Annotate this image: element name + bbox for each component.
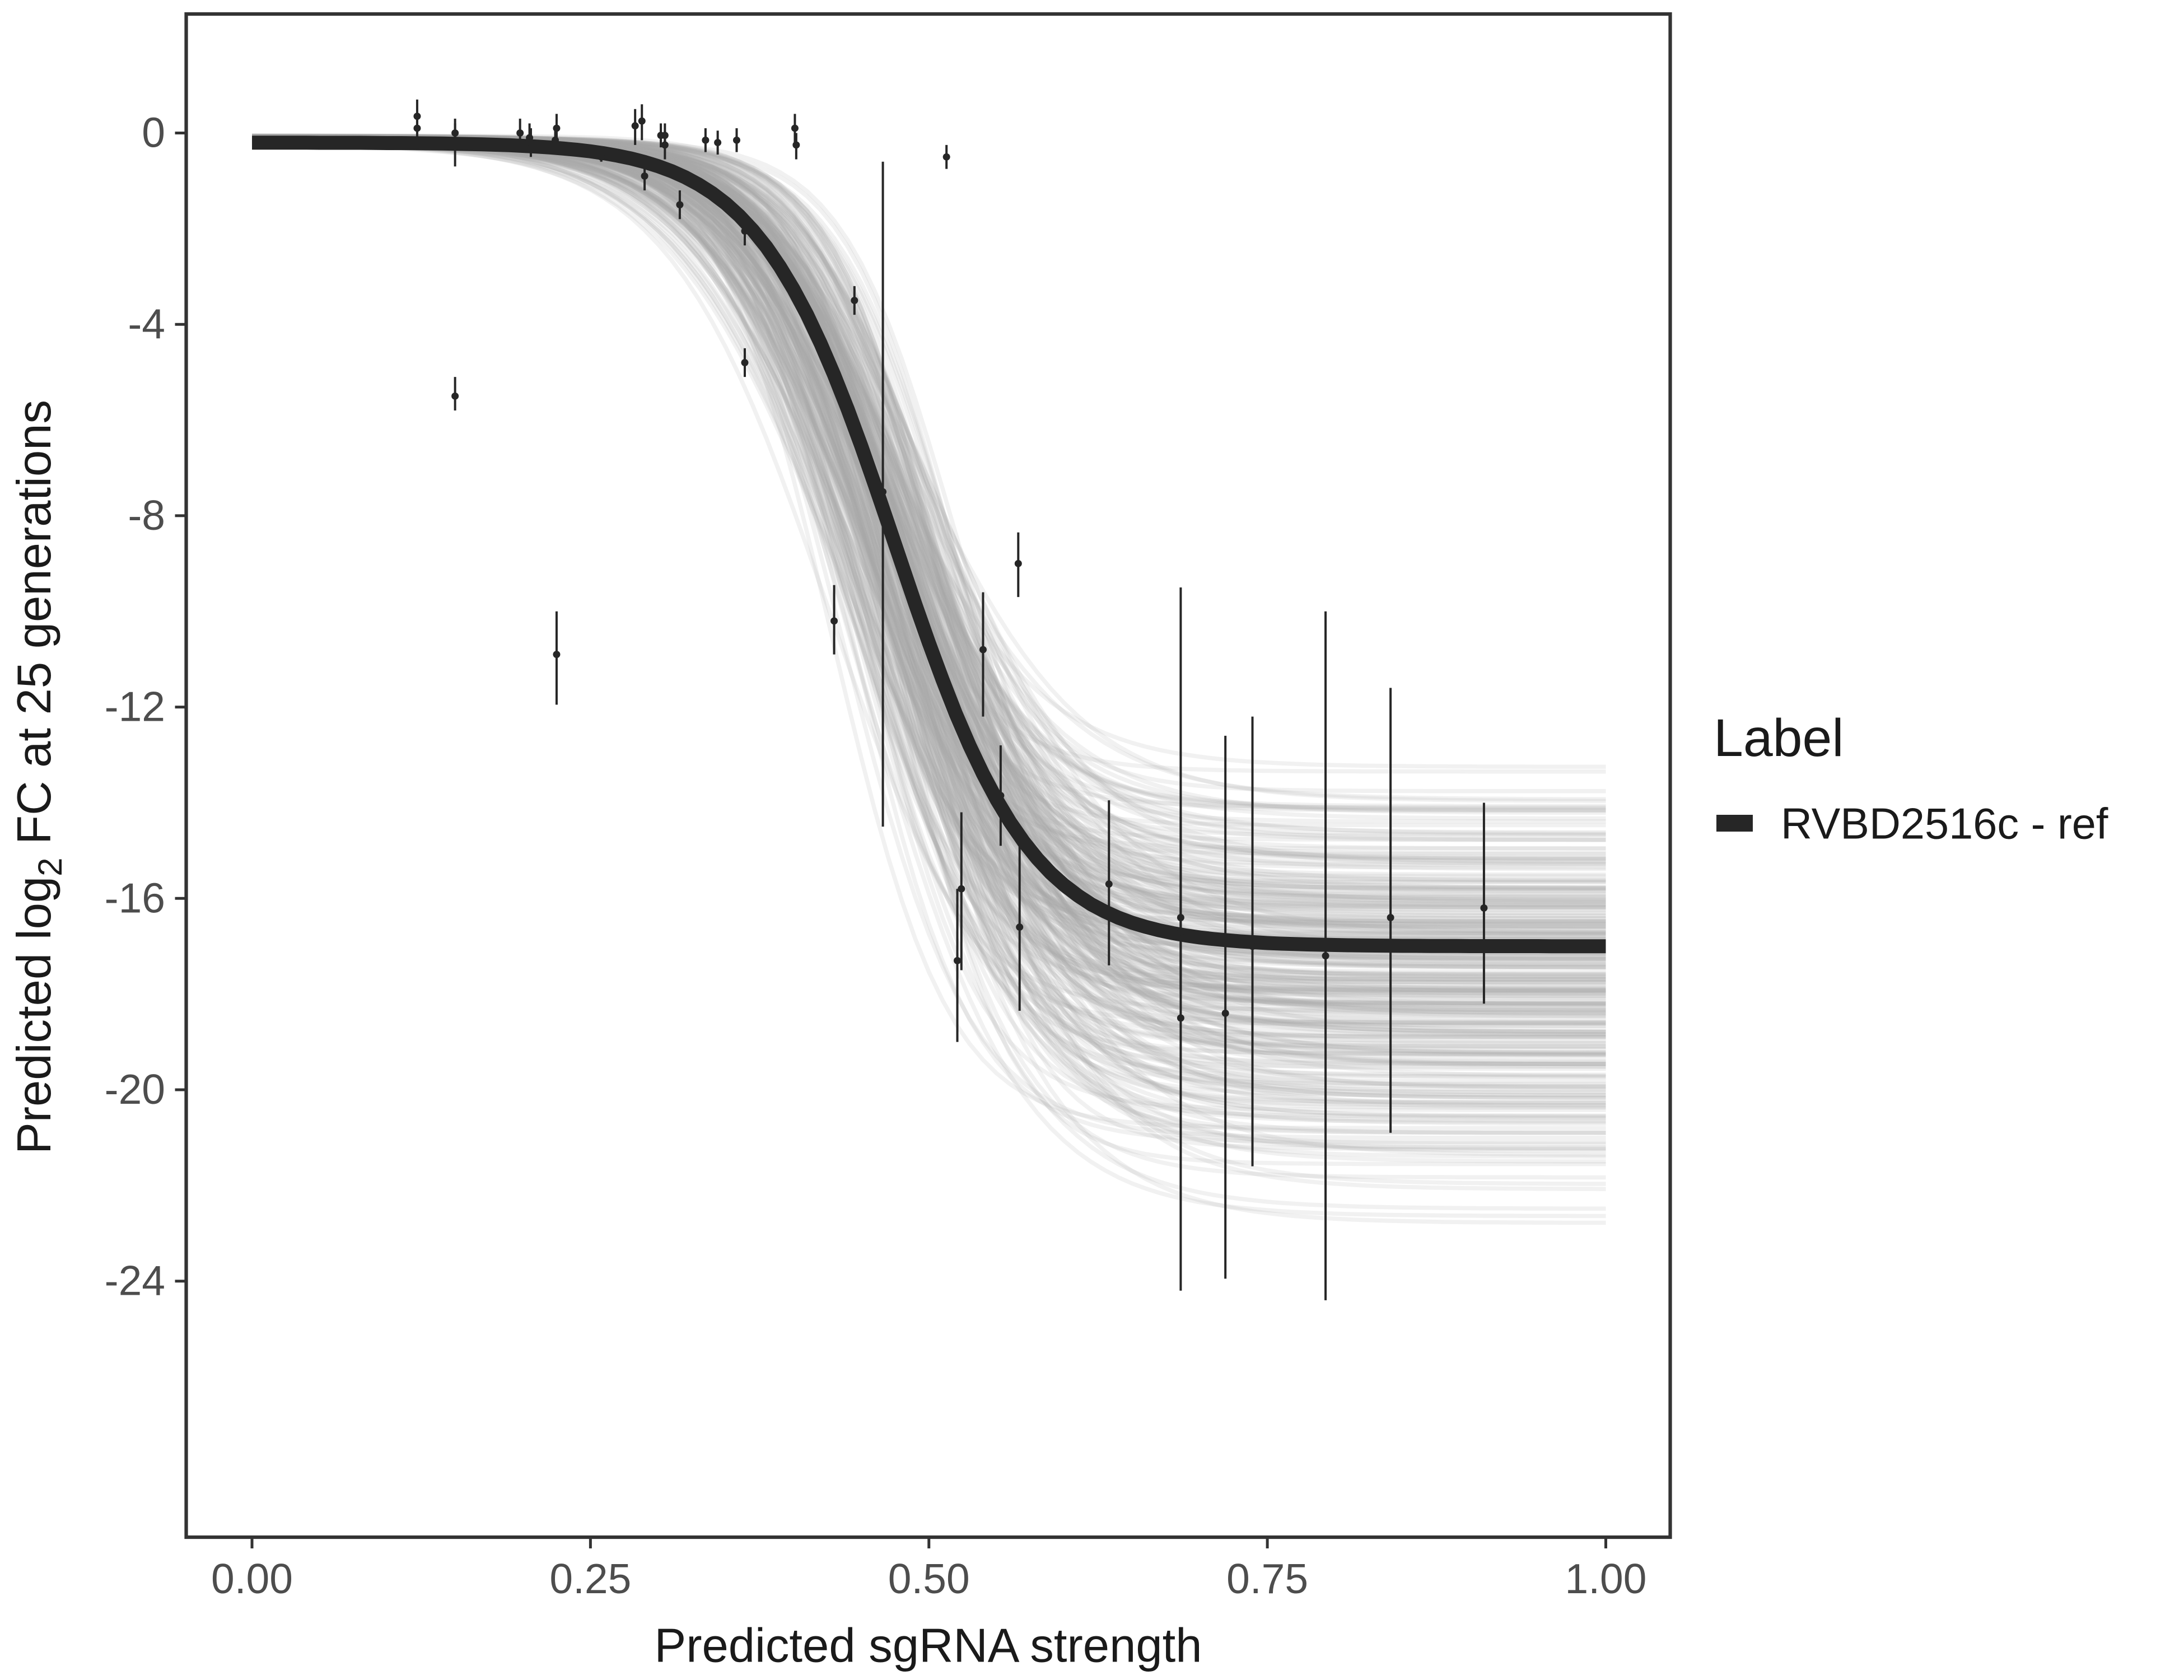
posterior-draw-line xyxy=(251,133,1606,1104)
data-point xyxy=(552,136,559,144)
data-point xyxy=(792,141,800,149)
data-point xyxy=(702,136,710,144)
posterior-draw-line xyxy=(252,133,1606,911)
data-point xyxy=(830,617,838,625)
data-point xyxy=(1249,942,1257,950)
x-axis-title: Predicted sgRNA strength xyxy=(655,1620,1202,1673)
data-points xyxy=(413,113,1488,1022)
data-point xyxy=(676,201,684,209)
data-point xyxy=(413,113,421,120)
data-point xyxy=(997,792,1005,800)
y-tick-label: 0 xyxy=(142,109,165,156)
posterior-draw-line xyxy=(251,142,1606,1032)
data-point xyxy=(741,227,749,235)
y-tick-label: -16 xyxy=(105,874,165,921)
data-point xyxy=(516,129,524,137)
x-axis: 0.00 0.25 0.50 0.75 1.00 xyxy=(211,1537,1646,1602)
posterior-draw-line xyxy=(251,143,1606,1013)
y-axis-title-prefix: Predicted log xyxy=(8,876,61,1154)
data-point xyxy=(1105,880,1113,888)
posterior-draw-line xyxy=(251,141,1606,931)
posterior-draw-lines xyxy=(251,133,1606,1225)
legend-title: Label xyxy=(1714,708,1844,768)
x-tick-label: 0.25 xyxy=(549,1555,631,1602)
posterior-draw-line xyxy=(252,134,1606,884)
y-tick-label: -24 xyxy=(105,1257,165,1304)
posterior-draw-line xyxy=(252,134,1606,808)
legend-entry-label: RVBD2516c - ref xyxy=(1781,800,2108,848)
data-point xyxy=(1480,904,1488,912)
posterior-draw-line xyxy=(251,143,1606,1080)
legend: Label RVBD2516c - ref xyxy=(1714,708,2108,848)
fit-curve xyxy=(252,136,1606,954)
data-point xyxy=(1221,1009,1229,1017)
posterior-draw-line xyxy=(251,143,1606,1211)
data-point xyxy=(1177,928,1184,936)
data-point xyxy=(661,132,669,139)
data-point xyxy=(451,139,459,147)
data-point xyxy=(527,139,535,147)
posterior-draw-line xyxy=(252,134,1606,970)
x-tick-label: 1.00 xyxy=(1565,1555,1647,1602)
y-tick-label: -20 xyxy=(105,1066,165,1113)
data-point xyxy=(631,122,639,130)
posterior-draw-line xyxy=(251,142,1606,1071)
data-point xyxy=(714,139,722,147)
data-point xyxy=(954,956,962,964)
data-point xyxy=(792,292,800,300)
y-axis: 0 -4 -8 -12 -16 -20 -24 xyxy=(105,109,186,1304)
data-point xyxy=(851,296,858,304)
data-point xyxy=(942,153,950,161)
data-point xyxy=(958,885,965,893)
data-point xyxy=(1177,1014,1184,1022)
data-point xyxy=(451,129,459,137)
y-axis-title-subscript: 2 xyxy=(31,857,69,876)
x-tick-label: 0.75 xyxy=(1226,1555,1308,1602)
data-point xyxy=(553,651,561,659)
data-point xyxy=(1387,913,1394,921)
posterior-draw-line xyxy=(251,141,1606,925)
data-point xyxy=(451,392,459,400)
posterior-draw-line xyxy=(251,141,1606,1126)
y-tick-label: -4 xyxy=(128,300,165,347)
data-point xyxy=(791,124,799,132)
data-point xyxy=(1322,952,1329,960)
data-point xyxy=(732,136,740,144)
data-point xyxy=(1016,923,1024,931)
data-point xyxy=(979,646,987,654)
data-point xyxy=(598,153,605,161)
data-point xyxy=(879,488,887,496)
legend-key-swatch xyxy=(1716,815,1753,832)
posterior-draw-line xyxy=(252,134,1606,1025)
data-point xyxy=(1014,559,1022,567)
data-point xyxy=(553,124,561,132)
data-point xyxy=(741,359,749,367)
data-point xyxy=(413,124,421,132)
data-point xyxy=(638,117,646,125)
data-point xyxy=(661,141,669,149)
data-point xyxy=(641,172,648,180)
y-tick-label: -8 xyxy=(128,492,165,539)
y-axis-title: Predicted log2 FC at 25 generations xyxy=(8,400,69,1154)
y-tick-label: -12 xyxy=(105,683,165,730)
data-point xyxy=(1177,913,1184,921)
x-tick-label: 0.00 xyxy=(211,1555,293,1602)
y-axis-title-suffix: FC at 25 generations xyxy=(8,400,61,857)
x-tick-label: 0.50 xyxy=(888,1555,970,1602)
